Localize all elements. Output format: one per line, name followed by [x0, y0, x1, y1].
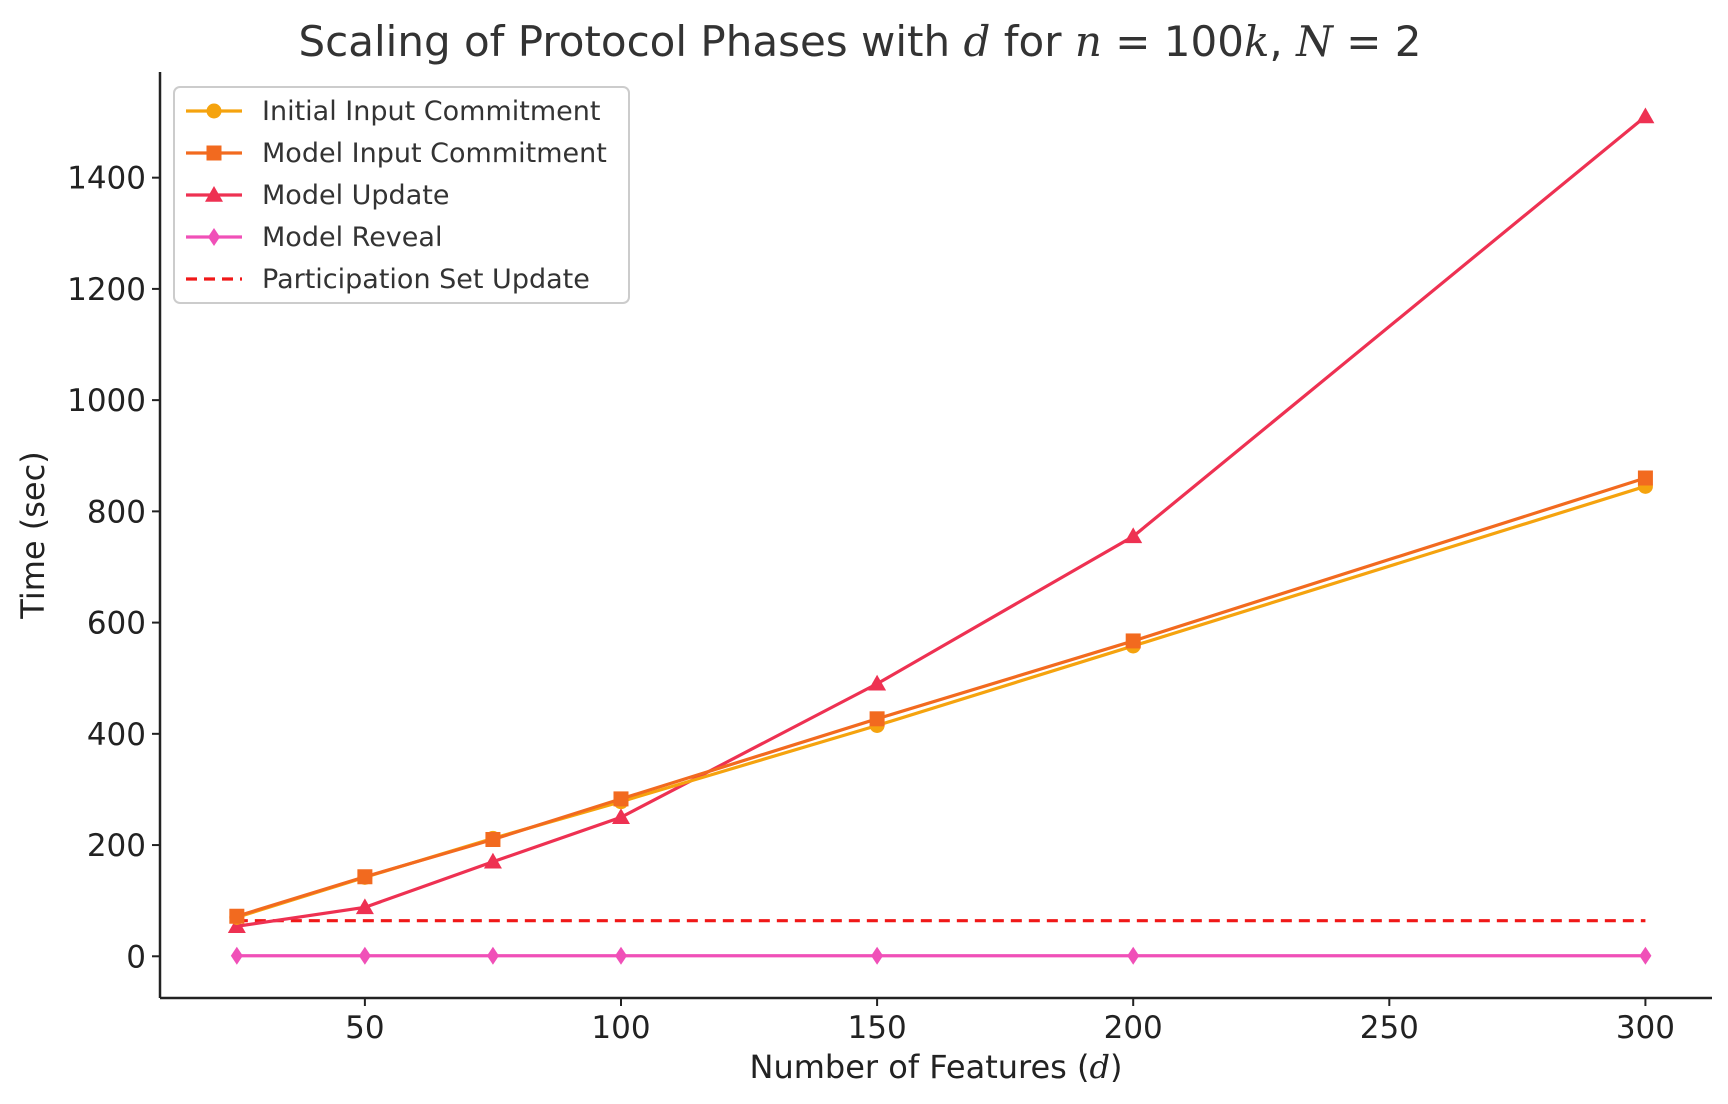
data-point: [483, 852, 502, 869]
y-axis-label: Time (sec): [14, 451, 52, 619]
y-tick-label: 1200: [67, 272, 146, 308]
data-point: [1636, 107, 1655, 124]
series-model-input-commitment: [229, 470, 1653, 924]
data-point: [869, 711, 885, 727]
series-layer: [227, 107, 1655, 965]
legend-marker: [206, 103, 222, 119]
x-tick-label: 200: [1104, 1010, 1163, 1046]
legend-item-model-input-commitment: Model Input Commitment: [186, 138, 607, 169]
legend-label: Participation Set Update: [262, 264, 590, 295]
data-point: [868, 674, 887, 691]
y-tick-label: 0: [126, 939, 146, 975]
legend-item-participation-set-update: Participation Set Update: [186, 264, 590, 295]
y-tick-label: 1000: [67, 383, 146, 419]
data-point: [355, 898, 374, 915]
legend-box: [173, 86, 630, 304]
y-tick-label: 200: [87, 828, 146, 864]
series-model-reveal: [230, 946, 1652, 965]
legend-marker: [208, 228, 220, 246]
x-axis-label: Number of Features (d): [750, 1048, 1123, 1086]
legend-marker: [206, 145, 222, 161]
legend-marker: [205, 186, 223, 202]
y-tick-label: 800: [87, 494, 146, 530]
legend-item-model-reveal: Model Reveal: [186, 222, 442, 253]
data-point: [614, 946, 627, 965]
legend-label: Initial Input Commitment: [262, 96, 600, 127]
series-initial-input-commitment: [229, 478, 1653, 925]
data-point: [1125, 633, 1141, 649]
x-tick-label: 150: [848, 1010, 907, 1046]
data-point: [358, 946, 371, 965]
x-tick-label: 100: [591, 1010, 650, 1046]
x-tick-label: 300: [1616, 1010, 1675, 1046]
data-point: [1124, 527, 1143, 544]
data-point: [613, 791, 629, 807]
data-point: [485, 831, 501, 847]
data-point: [229, 908, 245, 924]
y-ticks: 0 200 400 600 800 1000 1200 1400: [67, 161, 160, 975]
series-model-update: [227, 107, 1655, 934]
legend-label: Model Reveal: [262, 222, 442, 253]
y-tick-label: 1400: [67, 161, 146, 197]
data-point: [230, 946, 243, 965]
chart-title: Scaling of Protocol Phases with d for n …: [299, 17, 1422, 66]
data-point: [486, 946, 499, 965]
data-point: [1127, 946, 1140, 965]
data-point: [1637, 470, 1653, 486]
data-point: [357, 869, 373, 885]
data-point: [871, 946, 884, 965]
y-tick-label: 400: [87, 717, 146, 753]
y-tick-label: 600: [87, 606, 146, 642]
x-tick-label: 250: [1360, 1010, 1419, 1046]
legend: Initial Input Commitment Model Input Comm…: [173, 86, 630, 304]
legend-item-model-update: Model Update: [186, 180, 449, 211]
x-ticks: 50 100 150 200 250 300: [345, 998, 1675, 1046]
data-point: [227, 917, 246, 934]
legend-label: Model Update: [262, 180, 449, 211]
legend-item-initial-input-commitment: Initial Input Commitment: [186, 96, 600, 127]
x-tick-label: 50: [345, 1010, 384, 1046]
data-point: [611, 808, 630, 824]
legend-label: Model Input Commitment: [262, 138, 607, 169]
data-point: [1639, 946, 1652, 965]
